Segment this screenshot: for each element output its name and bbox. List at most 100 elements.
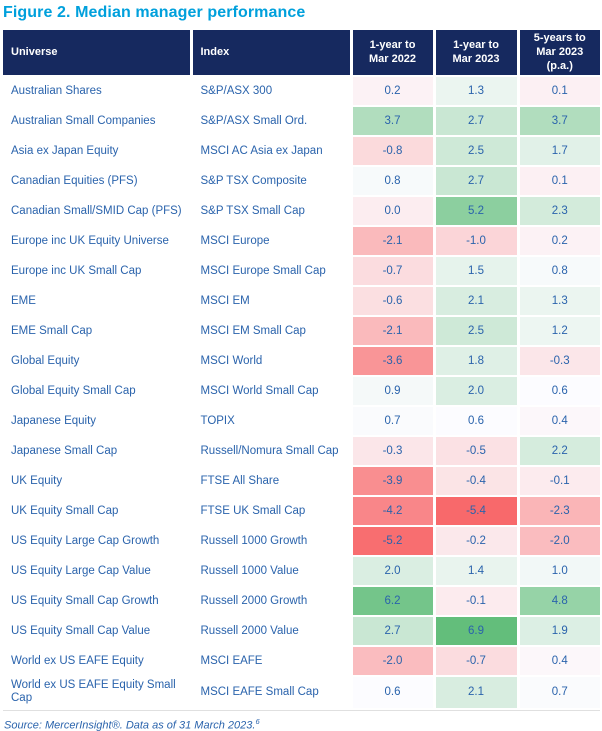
table-row: US Equity Small Cap Growth Russell 2000 G… — [3, 586, 600, 618]
value-cell: 2.0 — [351, 556, 436, 588]
universe-cell: Europe inc UK Equity Universe — [3, 226, 193, 258]
value-cell: 2.7 — [351, 616, 436, 648]
value-cell: 0.8 — [518, 256, 600, 288]
value-cell: 0.1 — [518, 166, 600, 198]
value-cell: 6.2 — [351, 586, 436, 618]
universe-cell: World ex US EAFE Equity Small Cap — [3, 676, 193, 710]
table-row: Japanese Equity TOPIX 0.7 0.6 0.4 — [3, 406, 600, 438]
index-cell: MSCI EAFE Small Cap — [191, 676, 353, 710]
index-cell: S&P/ASX 300 — [191, 76, 353, 108]
value-cell: 0.0 — [351, 196, 436, 228]
source-note: Source: MercerInsight®. Data as of 31 Ma… — [4, 717, 600, 731]
value-cell: 2.5 — [434, 136, 520, 168]
index-cell: MSCI World — [191, 346, 353, 378]
value-cell: 0.4 — [518, 406, 600, 438]
value-cell: 2.0 — [434, 376, 520, 408]
value-cell: -0.3 — [351, 436, 436, 468]
value-cell: 1.0 — [518, 556, 600, 588]
value-cell: -0.8 — [351, 136, 436, 168]
table-row: Europe inc UK Small Cap MSCI Europe Small… — [3, 256, 600, 288]
index-cell: MSCI EM Small Cap — [191, 316, 353, 348]
value-cell: 4.8 — [518, 586, 600, 618]
value-cell: 1.3 — [518, 286, 600, 318]
value-cell: 3.7 — [351, 106, 436, 138]
value-cell: 0.6 — [351, 676, 436, 710]
universe-cell: Global Equity — [3, 346, 193, 378]
table-row: Japanese Small Cap Russell/Nomura Small C… — [3, 436, 600, 468]
universe-cell: Australian Shares — [3, 76, 193, 108]
value-cell: 1.9 — [518, 616, 600, 648]
value-cell: 1.5 — [434, 256, 520, 288]
table-row: Europe inc UK Equity Universe MSCI Europe… — [3, 226, 600, 258]
source-note-superscript: 6 — [255, 716, 260, 726]
value-cell: 0.7 — [351, 406, 436, 438]
value-cell: -0.1 — [518, 466, 600, 498]
value-cell: 2.7 — [434, 106, 520, 138]
value-cell: 2.2 — [518, 436, 600, 468]
value-cell: 0.2 — [351, 76, 436, 108]
index-cell: S&P/ASX Small Ord. — [191, 106, 353, 138]
universe-cell: US Equity Small Cap Value — [3, 616, 193, 648]
universe-cell: US Equity Large Cap Value — [3, 556, 193, 588]
table-row: Global Equity MSCI World -3.6 1.8 -0.3 — [3, 346, 600, 378]
value-cell: 1.2 — [518, 316, 600, 348]
value-cell: -4.2 — [351, 496, 436, 528]
universe-cell: Global Equity Small Cap — [3, 376, 193, 408]
universe-cell: EME Small Cap — [3, 316, 193, 348]
index-cell: Russell 1000 Value — [191, 556, 353, 588]
value-cell: -2.0 — [351, 646, 436, 678]
table-row: Australian Shares S&P/ASX 300 0.2 1.3 0.1 — [3, 76, 600, 108]
table-row: World ex US EAFE Equity Small Cap MSCI EA… — [3, 676, 600, 710]
universe-cell: Asia ex Japan Equity — [3, 136, 193, 168]
value-cell: 2.7 — [434, 166, 520, 198]
value-cell: 0.6 — [434, 406, 520, 438]
value-cell: 0.8 — [351, 166, 436, 198]
table-row: Canadian Equities (PFS) S&P TSX Composite… — [3, 166, 600, 198]
universe-cell: UK Equity — [3, 466, 193, 498]
value-cell: -2.3 — [518, 496, 600, 528]
index-cell: FTSE UK Small Cap — [191, 496, 353, 528]
universe-cell: US Equity Small Cap Growth — [3, 586, 193, 618]
universe-cell: EME — [3, 286, 193, 318]
universe-cell: Japanese Equity — [3, 406, 193, 438]
universe-cell: World ex US EAFE Equity — [3, 646, 193, 678]
value-cell: -3.9 — [351, 466, 436, 498]
index-cell: MSCI AC Asia ex Japan — [191, 136, 353, 168]
source-note-text: Source: MercerInsight®. Data as of 31 Ma… — [4, 719, 256, 731]
value-cell: -1.0 — [434, 226, 520, 258]
table-row: US Equity Large Cap Growth Russell 1000 G… — [3, 526, 600, 558]
index-cell: Russell 2000 Value — [191, 616, 353, 648]
universe-cell: Europe inc UK Small Cap — [3, 256, 193, 288]
value-cell: 0.4 — [518, 646, 600, 678]
table-row: World ex US EAFE Equity MSCI EAFE -2.0 -0.7… — [3, 646, 600, 678]
value-cell: -0.7 — [351, 256, 436, 288]
table-row: Australian Small Companies S&P/ASX Small … — [3, 106, 600, 138]
column-header: 5-years to Mar 2023 (p.a.) — [518, 30, 600, 78]
table-row: UK Equity Small Cap FTSE UK Small Cap -4.2… — [3, 496, 600, 528]
value-cell: -0.6 — [351, 286, 436, 318]
value-cell: -0.2 — [434, 526, 520, 558]
table-row: Canadian Small/SMID Cap (PFS) S&P TSX Sma… — [3, 196, 600, 228]
index-cell: MSCI EAFE — [191, 646, 353, 678]
value-cell: 2.3 — [518, 196, 600, 228]
table-row: US Equity Large Cap Value Russell 1000 Va… — [3, 556, 600, 588]
value-cell: 0.2 — [518, 226, 600, 258]
universe-cell: US Equity Large Cap Growth — [3, 526, 193, 558]
value-cell: -0.5 — [434, 436, 520, 468]
value-cell: 2.1 — [434, 286, 520, 318]
table-row: EME MSCI EM -0.6 2.1 1.3 — [3, 286, 600, 318]
value-cell: 0.1 — [518, 76, 600, 108]
universe-cell: Canadian Small/SMID Cap (PFS) — [3, 196, 193, 228]
value-cell: 1.3 — [434, 76, 520, 108]
index-cell: MSCI Europe — [191, 226, 353, 258]
table-row: US Equity Small Cap Value Russell 2000 Va… — [3, 616, 600, 648]
index-cell: S&P TSX Composite — [191, 166, 353, 198]
value-cell: 2.1 — [434, 676, 520, 710]
index-cell: FTSE All Share — [191, 466, 353, 498]
index-cell: S&P TSX Small Cap — [191, 196, 353, 228]
value-cell: 1.7 — [518, 136, 600, 168]
table-row: Global Equity Small Cap MSCI World Small … — [3, 376, 600, 408]
value-cell: -0.7 — [434, 646, 520, 678]
universe-cell: Japanese Small Cap — [3, 436, 193, 468]
